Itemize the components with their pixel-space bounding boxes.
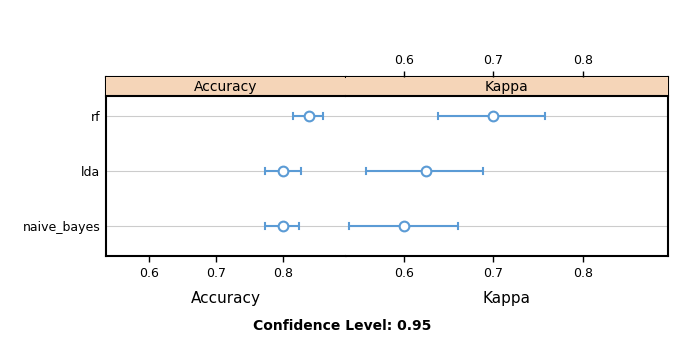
Bar [106, 77, 346, 97]
X-axis label: Accuracy: Accuracy [191, 291, 261, 306]
Text: Kappa: Kappa [485, 80, 529, 94]
X-axis label: Kappa: Kappa [483, 291, 531, 306]
Text: Confidence Level: 0.95: Confidence Level: 0.95 [253, 319, 432, 333]
Text: Accuracy: Accuracy [195, 80, 258, 94]
Bar [346, 77, 668, 97]
